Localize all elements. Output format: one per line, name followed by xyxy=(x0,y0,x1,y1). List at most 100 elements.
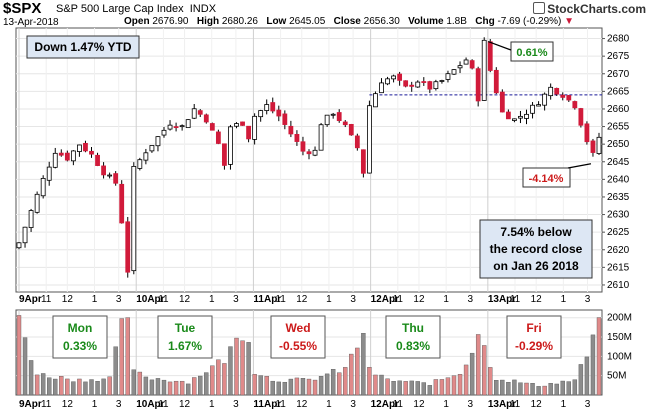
price-tick-label: 2630 xyxy=(607,210,630,221)
volume-bar xyxy=(270,380,275,396)
candle-body xyxy=(137,159,143,169)
candle xyxy=(596,132,602,156)
low-pct-label: -4.14% xyxy=(529,173,564,185)
index-name: S&P 500 Large Cap Index INDX xyxy=(56,3,217,15)
x-tick-label: 3 xyxy=(585,399,591,410)
volume-bar xyxy=(542,385,547,396)
volume-bar xyxy=(300,378,306,396)
volume-bar xyxy=(288,378,294,396)
volume-bar xyxy=(179,380,185,396)
candle xyxy=(342,120,348,128)
low-arrow-icon xyxy=(567,163,592,169)
candle-body xyxy=(119,183,125,224)
volume-bar xyxy=(101,378,106,396)
volume-bar xyxy=(137,371,143,396)
volume-tick-label: 200M xyxy=(607,313,632,324)
candle-body xyxy=(28,210,34,228)
x-tick-label: 11Apr xyxy=(253,399,281,410)
candle-body xyxy=(288,125,294,135)
candle-body xyxy=(530,104,535,114)
x-tick-label: 13Apr xyxy=(488,294,516,305)
candle-body xyxy=(524,113,529,119)
candle xyxy=(228,124,233,170)
day-box-frame xyxy=(385,315,441,359)
volume-bar xyxy=(427,385,433,396)
candle-body xyxy=(518,115,523,119)
candle-body xyxy=(499,91,505,113)
volume-bar xyxy=(451,375,457,396)
candle xyxy=(348,123,354,136)
candle xyxy=(34,191,40,214)
candle-body xyxy=(209,123,215,131)
candle-body xyxy=(113,173,119,184)
candle xyxy=(433,79,439,91)
candle xyxy=(125,216,131,278)
day-change-box: Fri -0.29% xyxy=(506,315,562,359)
volume-bar xyxy=(457,374,463,396)
candle-body xyxy=(70,150,76,162)
x-tick-label: 11 xyxy=(510,294,521,305)
x-tick-label: 12 xyxy=(296,294,308,305)
candle-body xyxy=(336,112,342,122)
price-tick-label: 2610 xyxy=(607,280,630,291)
record-line-1: 7.54% below xyxy=(500,225,572,239)
candle-body xyxy=(16,242,22,249)
candle-body xyxy=(572,101,578,109)
candle xyxy=(185,119,191,129)
volume-bar xyxy=(204,372,209,396)
candle-body xyxy=(566,95,572,101)
candle-body xyxy=(107,174,113,177)
volume-bar xyxy=(119,318,124,396)
x-tick-label: 12 xyxy=(531,399,543,410)
volume-bar xyxy=(252,374,257,396)
candle-body xyxy=(246,125,251,140)
candle-body xyxy=(421,81,427,83)
volume-bar xyxy=(95,381,100,396)
x-tick-label: 11 xyxy=(158,399,169,410)
volume-axis: 50M 100M 150M 200M xyxy=(607,313,632,382)
candle-body xyxy=(342,121,348,126)
day-pct: 0.33% xyxy=(63,339,97,353)
x-tick-label: 1 xyxy=(92,399,98,410)
day-change-box: Wed -0.55% xyxy=(270,315,326,359)
x-tick-label: 11 xyxy=(510,399,521,410)
candle-body xyxy=(548,86,554,97)
candle xyxy=(330,112,336,119)
x-tick-label: 1 xyxy=(209,399,215,410)
candle-body xyxy=(512,118,517,121)
candle xyxy=(475,66,481,107)
volume-bar xyxy=(330,369,336,396)
candle xyxy=(403,80,409,88)
volume-bar xyxy=(373,374,378,396)
candle xyxy=(512,118,517,123)
candle xyxy=(536,101,541,107)
x-tick-label: 12 xyxy=(413,294,425,305)
price-tick-label: 2625 xyxy=(607,227,630,238)
high-arrow-icon xyxy=(487,40,512,51)
volume-bar xyxy=(415,381,420,396)
candle xyxy=(584,121,590,145)
volume-bar xyxy=(343,367,348,396)
candle xyxy=(463,57,469,65)
volume-bar xyxy=(198,375,203,396)
x-tick-label: 1 xyxy=(443,399,449,410)
candle-body xyxy=(167,124,173,130)
down-arrow-icon: ▼ xyxy=(564,16,575,27)
volume-bar xyxy=(312,379,318,396)
candle xyxy=(276,105,282,122)
volume-bar xyxy=(548,383,553,396)
candle-body xyxy=(125,221,131,273)
candle-body xyxy=(173,126,179,129)
day-name: Tue xyxy=(175,321,196,335)
candle xyxy=(28,208,34,232)
candle xyxy=(209,122,215,131)
price-tick-label: 2635 xyxy=(607,192,630,203)
candle xyxy=(149,145,155,153)
candle xyxy=(167,120,173,131)
volume-bar xyxy=(71,381,76,396)
candle-body xyxy=(451,69,457,75)
volume-bar xyxy=(246,342,251,396)
candle-body xyxy=(83,142,88,152)
volume-bar xyxy=(59,376,64,396)
candle-body xyxy=(457,65,463,69)
